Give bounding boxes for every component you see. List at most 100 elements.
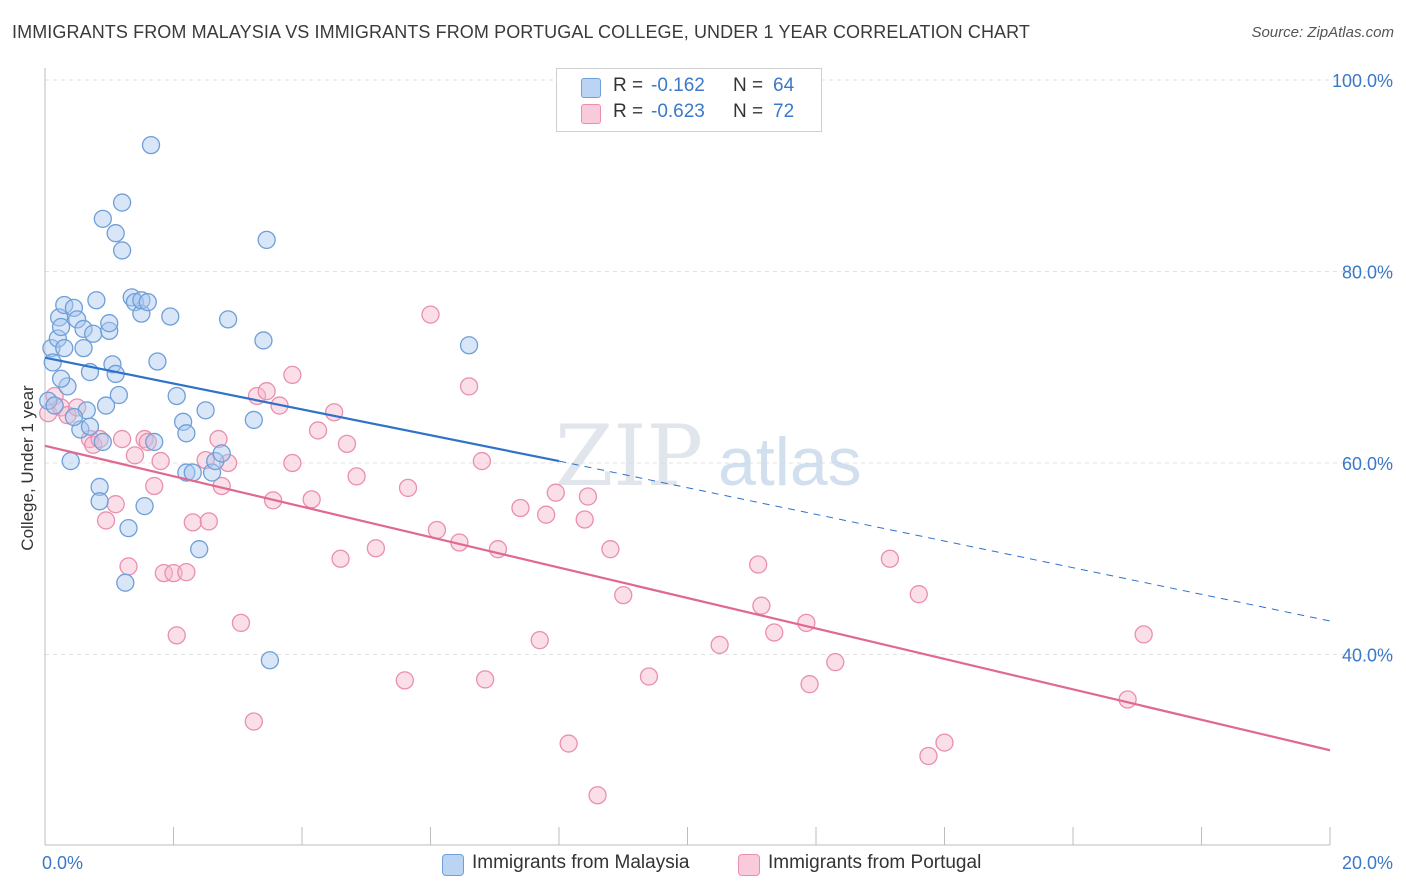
x-tick-label: 0.0% [42, 853, 83, 873]
portugal-point [257, 382, 276, 401]
portugal-point [935, 733, 954, 752]
portugal-point [331, 549, 350, 568]
portugal-point [151, 451, 170, 471]
portugal-point [475, 670, 495, 689]
malaysia-point [74, 319, 93, 339]
portugal-point [199, 512, 218, 531]
portugal-point [112, 429, 132, 449]
portugal-point [302, 490, 321, 509]
y-tick-label: 40.0% [1342, 646, 1393, 666]
portugal-point [337, 434, 357, 454]
malaysia-point [45, 396, 64, 415]
portugal-point [209, 429, 228, 449]
malaysia-point [254, 331, 273, 350]
correlation-legend: R = -0.162 N = 64 R = -0.623 N = 72 [556, 68, 822, 132]
malaysia-point [132, 291, 151, 310]
malaysia-point [93, 209, 112, 228]
malaysia-point [106, 224, 125, 243]
malaysia-point [167, 386, 186, 406]
series-malaysia-points [39, 135, 479, 670]
malaysia-point [67, 310, 87, 329]
malaysia-point [218, 310, 238, 329]
malaysia-point [138, 292, 157, 312]
malaysia-point [202, 463, 222, 482]
legend-swatch-portugal [581, 104, 601, 124]
portugal-point [145, 476, 164, 496]
malaysia-point [212, 444, 231, 463]
malaysia-point [112, 193, 132, 212]
portugal-point [765, 623, 784, 642]
portugal-point [125, 446, 145, 465]
malaysia-point [55, 338, 74, 358]
portugal-point [1118, 690, 1137, 709]
legend-n-label: N = [733, 101, 764, 122]
malaysia-point [74, 338, 93, 358]
portugal-point [164, 563, 183, 583]
portugal-point [530, 630, 549, 650]
portugal-point [601, 540, 620, 559]
malaysia-point [125, 292, 145, 312]
portugal-point [639, 667, 659, 686]
malaysia-point [177, 463, 196, 482]
portugal-point [106, 495, 125, 514]
malaysia-point [100, 314, 119, 333]
malaysia-point [135, 496, 154, 516]
malaysia-point [196, 401, 215, 420]
tick-labels: 40.0% 60.0% 80.0% 100.0% 0.0% 20.0% [42, 71, 1393, 873]
malaysia-trend-line [44, 356, 560, 463]
trend-lines [44, 356, 1331, 752]
portugal-point [324, 403, 344, 422]
legend-r-value: -0.623 [651, 101, 705, 122]
portugal-point [244, 712, 263, 731]
malaysia-point [459, 336, 479, 355]
malaysia-point [112, 241, 132, 260]
portugal-point [96, 511, 116, 530]
portugal-point [511, 498, 530, 518]
portugal-point [546, 483, 565, 502]
watermark: ZIP atlas [555, 407, 862, 505]
portugal-point [231, 613, 251, 633]
malaysia-point [257, 230, 276, 250]
axes [44, 68, 1331, 846]
malaysia-point [84, 324, 103, 343]
malaysia-point [87, 291, 106, 310]
malaysia-point [119, 518, 138, 538]
malaysia-point [109, 385, 129, 405]
legend-r-value: -0.162 [651, 75, 705, 96]
portugal-point [308, 421, 328, 440]
malaysia-point [42, 338, 61, 358]
y-axis-label: College, Under 1 year [18, 385, 37, 551]
portugal-point [797, 613, 816, 633]
portugal-point [283, 365, 302, 385]
malaysia-point [96, 396, 116, 415]
bottom-legend-swatch-malaysia [442, 854, 464, 876]
portugal-point [283, 453, 302, 473]
grid-lines [45, 79, 1393, 655]
portugal-point [90, 429, 109, 449]
source-label: Source: ZipAtlas.com [1251, 24, 1394, 41]
malaysia-point [116, 573, 135, 592]
portugal-point [614, 585, 633, 605]
portugal-point [366, 539, 386, 558]
portugal-trend-line [44, 444, 1331, 752]
portugal-point [537, 505, 556, 524]
portugal-point [421, 305, 440, 324]
watermark-zip: ZIP [555, 407, 703, 505]
portugal-point [347, 467, 366, 486]
bottom-legend-label-malaysia: Immigrants from Malaysia [472, 852, 690, 873]
malaysia-point [51, 369, 71, 388]
malaysia-point [145, 432, 164, 452]
malaysia-trend-extension [558, 460, 1331, 622]
legend-n-value: 64 [773, 75, 795, 96]
portugal-point [710, 635, 729, 655]
y-tick-label: 60.0% [1342, 454, 1393, 474]
portugal-point [395, 671, 414, 690]
portugal-point [1134, 625, 1153, 644]
malaysia-point [80, 417, 100, 436]
malaysia-point [173, 412, 193, 431]
y-axis-label-wrap: College, Under 1 year [0, 0, 60, 892]
malaysia-point [61, 451, 80, 471]
malaysia-point [244, 410, 263, 430]
portugal-point [398, 478, 418, 498]
